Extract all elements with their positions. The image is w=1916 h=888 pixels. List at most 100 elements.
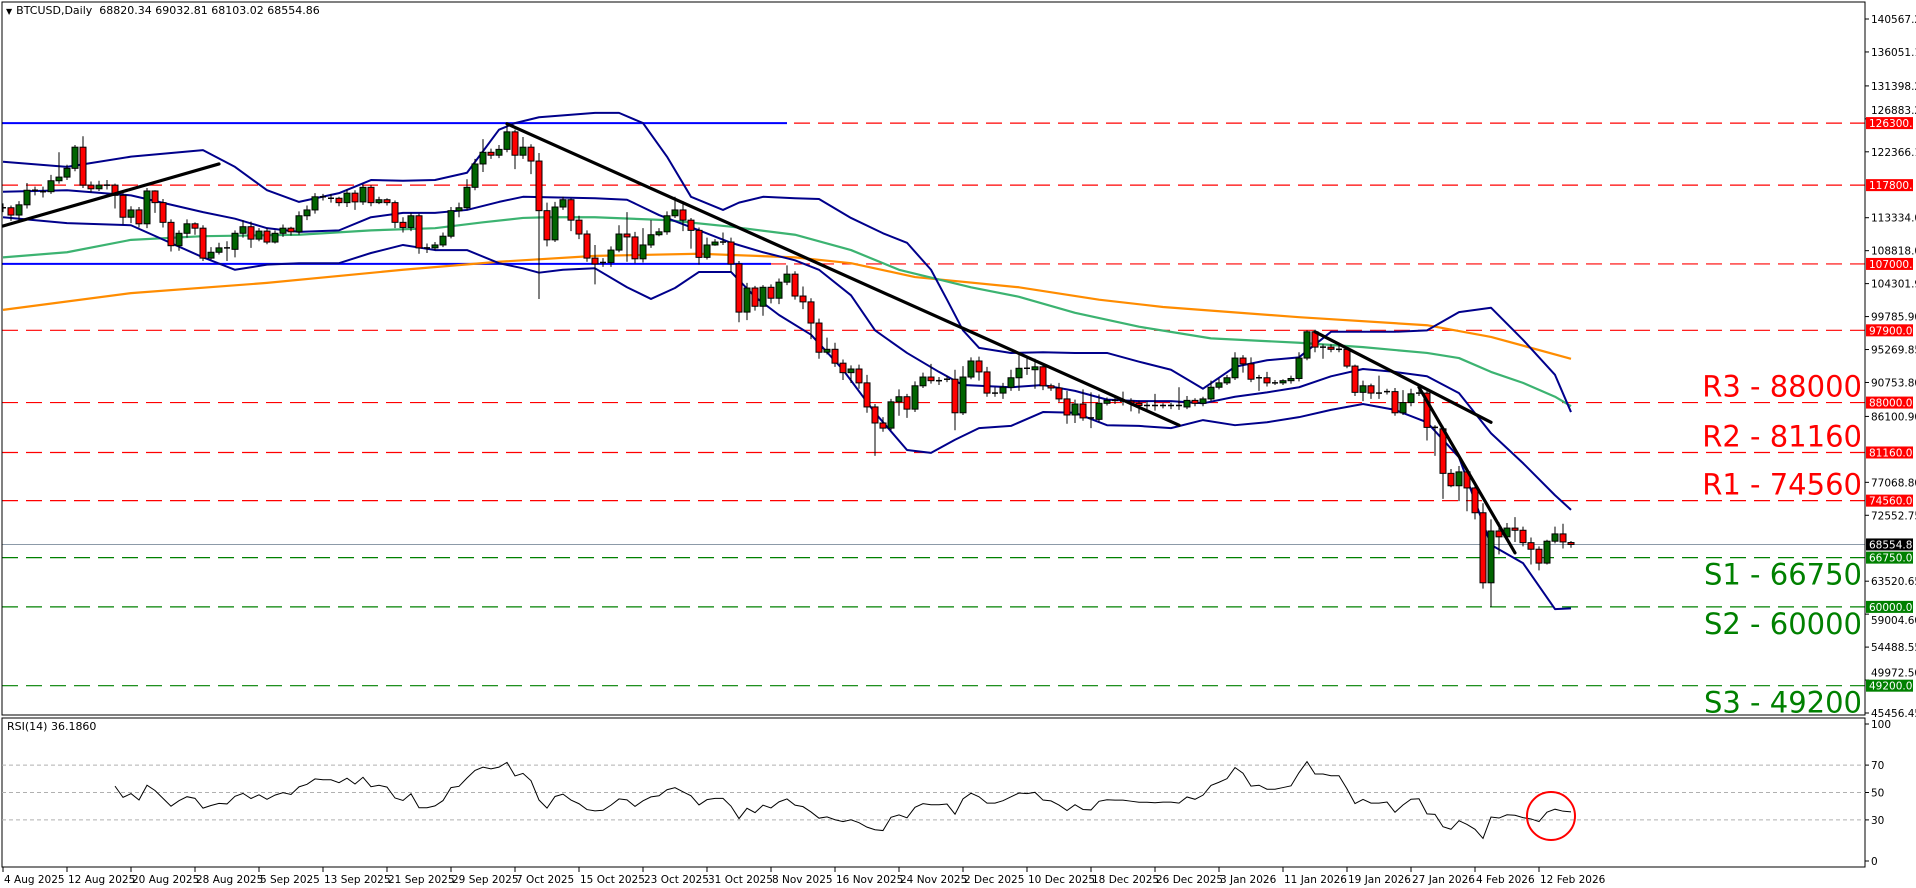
candle xyxy=(879,417,887,432)
candle-body-bull xyxy=(471,163,479,188)
rsi-tick-label: 50 xyxy=(1871,788,1884,800)
candle xyxy=(1279,379,1287,386)
candle xyxy=(487,148,495,159)
candle-body-bear xyxy=(983,371,991,394)
candle-body-bear xyxy=(951,378,959,414)
candle-body-bear xyxy=(591,257,599,265)
triangle-down-icon[interactable]: ▼ xyxy=(6,7,13,16)
price-tick-label: 45456.45 xyxy=(1871,708,1916,720)
candle-body-bear xyxy=(87,184,95,190)
candle-body-bear xyxy=(119,194,127,218)
candle-body-bear xyxy=(7,207,15,216)
candle-body-bear xyxy=(487,151,495,156)
candle-body-bull xyxy=(1295,357,1303,379)
candle-body-bear xyxy=(1343,348,1351,367)
candle-body-bull xyxy=(375,199,383,204)
candle xyxy=(1207,380,1215,402)
candle xyxy=(551,201,559,243)
candle xyxy=(1144,401,1150,410)
candle xyxy=(1112,397,1118,405)
candle-body-bear xyxy=(1471,487,1479,514)
candle xyxy=(263,228,271,245)
price-level-tag xyxy=(1866,551,1913,564)
candle xyxy=(895,389,903,416)
candle xyxy=(1407,388,1415,407)
price-tick-label: 104301.95 xyxy=(1871,279,1916,291)
candle xyxy=(535,153,543,299)
candle-body-bull xyxy=(463,186,471,209)
trendline xyxy=(2,162,221,228)
candle-body-bull xyxy=(1231,357,1239,379)
price-level-tag-label: 49200.00 xyxy=(1869,681,1916,693)
candle xyxy=(447,207,455,239)
candle-body-bull xyxy=(407,215,415,228)
bollinger-upper-band xyxy=(2,111,1572,413)
candle xyxy=(607,246,615,267)
candle xyxy=(1215,378,1223,390)
candle-body-bear xyxy=(1055,387,1063,400)
date-tick-label: 3 Jan 2026 xyxy=(1220,874,1277,886)
price-tick-label: 131398.25 xyxy=(1871,81,1916,93)
candle-body-bear xyxy=(263,230,271,243)
price-level-tag xyxy=(1866,396,1913,409)
candle xyxy=(1447,468,1455,488)
candle xyxy=(903,393,911,418)
candle-body-bull xyxy=(1287,377,1295,382)
candle-body-bear xyxy=(903,396,911,410)
candle xyxy=(247,221,255,248)
candle xyxy=(104,180,110,190)
candle-body-bear xyxy=(1079,403,1087,419)
price-tick-label: 54488.55 xyxy=(1871,642,1916,654)
candle-body-bear xyxy=(839,362,847,374)
date-tick-label: 4 Aug 2025 xyxy=(4,874,65,886)
candle-body-bear xyxy=(567,199,575,221)
price-level-tag-label: 126300.00 xyxy=(1869,118,1916,130)
candle-body-bull xyxy=(207,251,215,259)
candle xyxy=(807,298,815,340)
candle-body-bull xyxy=(359,186,367,203)
candle-body-bear xyxy=(247,226,255,240)
candle xyxy=(751,285,759,311)
candle xyxy=(143,188,151,229)
candle-body-bear xyxy=(1511,527,1519,531)
candle xyxy=(2,203,6,213)
candle xyxy=(471,158,479,191)
candle xyxy=(455,202,463,218)
candle-body-bear xyxy=(575,219,583,235)
date-tick-label: 16 Nov 2025 xyxy=(836,874,903,886)
candle-body-bull xyxy=(447,210,455,237)
price-level-tag xyxy=(1866,179,1913,192)
candle xyxy=(863,374,871,413)
date-tick-label: 8 Nov 2025 xyxy=(772,874,833,886)
candle-body-bull xyxy=(1103,399,1111,404)
candle-body-bear xyxy=(367,186,375,204)
candle xyxy=(720,232,726,245)
highlight-circle xyxy=(1526,791,1576,841)
candle-body-bull xyxy=(1223,377,1231,384)
date-tick-label: 23 Oct 2025 xyxy=(644,874,709,886)
candle-body-bull xyxy=(615,233,623,251)
candle-body-bull xyxy=(551,206,559,241)
candle-body-bull xyxy=(303,209,311,217)
candle-body-bull xyxy=(95,184,103,190)
candle xyxy=(663,211,671,235)
candle-body-bear xyxy=(735,263,743,313)
candle xyxy=(775,278,783,305)
candle xyxy=(95,180,103,191)
candle-body-bull xyxy=(759,286,767,307)
candle-body-bull xyxy=(847,368,855,374)
candle-body-bear xyxy=(535,160,543,212)
date-tick-label: 2 Dec 2025 xyxy=(964,874,1024,886)
candle-body-bull xyxy=(655,231,663,236)
candle xyxy=(511,129,519,170)
candle xyxy=(783,265,791,286)
price-level-tag-label: 66750.00 xyxy=(1869,553,1916,565)
candle-body-bear xyxy=(1423,392,1431,428)
candle-body-bull xyxy=(647,234,655,246)
candle-body-bear xyxy=(511,131,519,156)
candle-body-bull xyxy=(607,249,615,263)
candle-body-bull xyxy=(1007,377,1015,388)
date-tick-label: 5 Sep 2025 xyxy=(260,874,320,886)
candle xyxy=(1391,387,1399,416)
